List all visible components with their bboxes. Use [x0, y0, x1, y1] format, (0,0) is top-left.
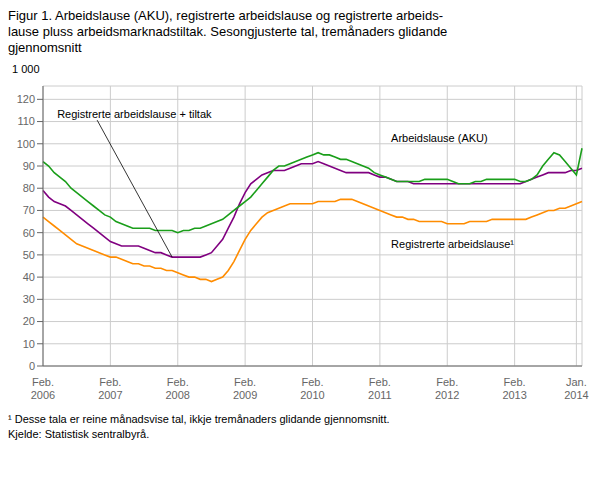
svg-text:10: 10	[23, 338, 35, 350]
html-text:Figur 1. Arbeidslause (AKU), r: Figur 1. Arbeidslause (AKU), registrerte…	[8, 8, 443, 23]
svg-text:20: 20	[23, 315, 35, 327]
svg-text:90: 90	[23, 160, 35, 172]
html-text:¹ Desse tala er reine månadsvi: ¹ Desse tala er reine månadsvise tal, ik…	[8, 413, 390, 425]
svg-text:Feb.2012: Feb.2012	[435, 376, 459, 401]
svg-text:Jan.2014: Jan.2014	[564, 376, 588, 401]
svg-text:Registrerte arbeidslause¹: Registrerte arbeidslause¹	[391, 238, 514, 250]
html-text:Kjelde: Statistisk sentralbyrå: Kjelde: Statistisk sentralbyrå.	[8, 428, 150, 440]
svg-text:110: 110	[17, 115, 35, 127]
svg-text:40: 40	[23, 271, 35, 283]
svg-text:Arbeidslause (AKU): Arbeidslause (AKU)	[391, 132, 488, 144]
svg-text:Feb.2013: Feb.2013	[502, 376, 526, 401]
svg-text:Registrerte arbeidslause + til: Registrerte arbeidslause + tiltak	[57, 108, 212, 120]
svg-text:0: 0	[29, 360, 35, 372]
html-text:lause pluss arbeidsmarknadstil: lause pluss arbeidsmarknadstiltak. Seson…	[8, 24, 448, 39]
svg-text:Feb.2011: Feb.2011	[368, 376, 392, 401]
svg-text:Feb.2006: Feb.2006	[31, 376, 55, 401]
svg-text:Feb.2009: Feb.2009	[233, 376, 257, 401]
svg-text:Feb.2008: Feb.2008	[166, 376, 190, 401]
svg-text:70: 70	[23, 204, 35, 216]
svg-text:120: 120	[17, 93, 35, 105]
html-text:1 000: 1 000	[12, 63, 40, 75]
svg-text:Feb.2007: Feb.2007	[98, 376, 122, 401]
svg-text:Feb.2010: Feb.2010	[300, 376, 324, 401]
svg-text:100: 100	[17, 138, 35, 150]
svg-text:30: 30	[23, 293, 35, 305]
svg-text:60: 60	[23, 227, 35, 239]
svg-text:80: 80	[23, 182, 35, 194]
svg-text:50: 50	[23, 249, 35, 261]
html-text:gjennomsnitt: gjennomsnitt	[8, 40, 82, 55]
